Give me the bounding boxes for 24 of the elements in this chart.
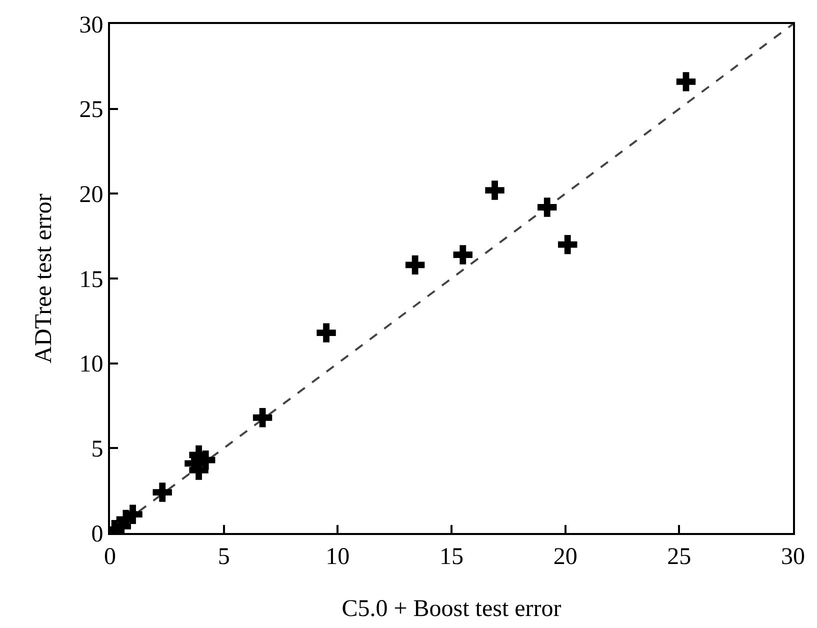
- x-axis-title: C5.0 + Boost test error: [342, 596, 562, 622]
- x-tick-label: 25: [667, 544, 692, 570]
- point: [558, 234, 578, 254]
- x-tick-label: 20: [553, 544, 578, 570]
- x-tick-label: 10: [326, 544, 350, 570]
- point: [252, 408, 272, 428]
- y-axis-title: ADTree test error: [31, 194, 57, 364]
- y-tick-label: 0: [91, 521, 104, 548]
- y-tick-label: 30: [79, 12, 104, 38]
- point: [405, 255, 425, 275]
- x-tick-label: 5: [218, 544, 230, 570]
- point: [453, 245, 472, 264]
- point: [485, 180, 504, 200]
- x-tick-label: 15: [440, 544, 464, 570]
- point: [538, 198, 557, 217]
- point: [316, 323, 336, 342]
- point: [676, 72, 696, 92]
- y-tick-label: 25: [79, 97, 104, 124]
- y-tick-label: 5: [91, 436, 104, 463]
- y-tick-label: 20: [79, 182, 104, 208]
- y-tick-label: 10: [79, 352, 104, 378]
- y-tick-label: 15: [79, 266, 104, 293]
- point: [152, 482, 172, 502]
- x-tick-label: 30: [781, 544, 805, 570]
